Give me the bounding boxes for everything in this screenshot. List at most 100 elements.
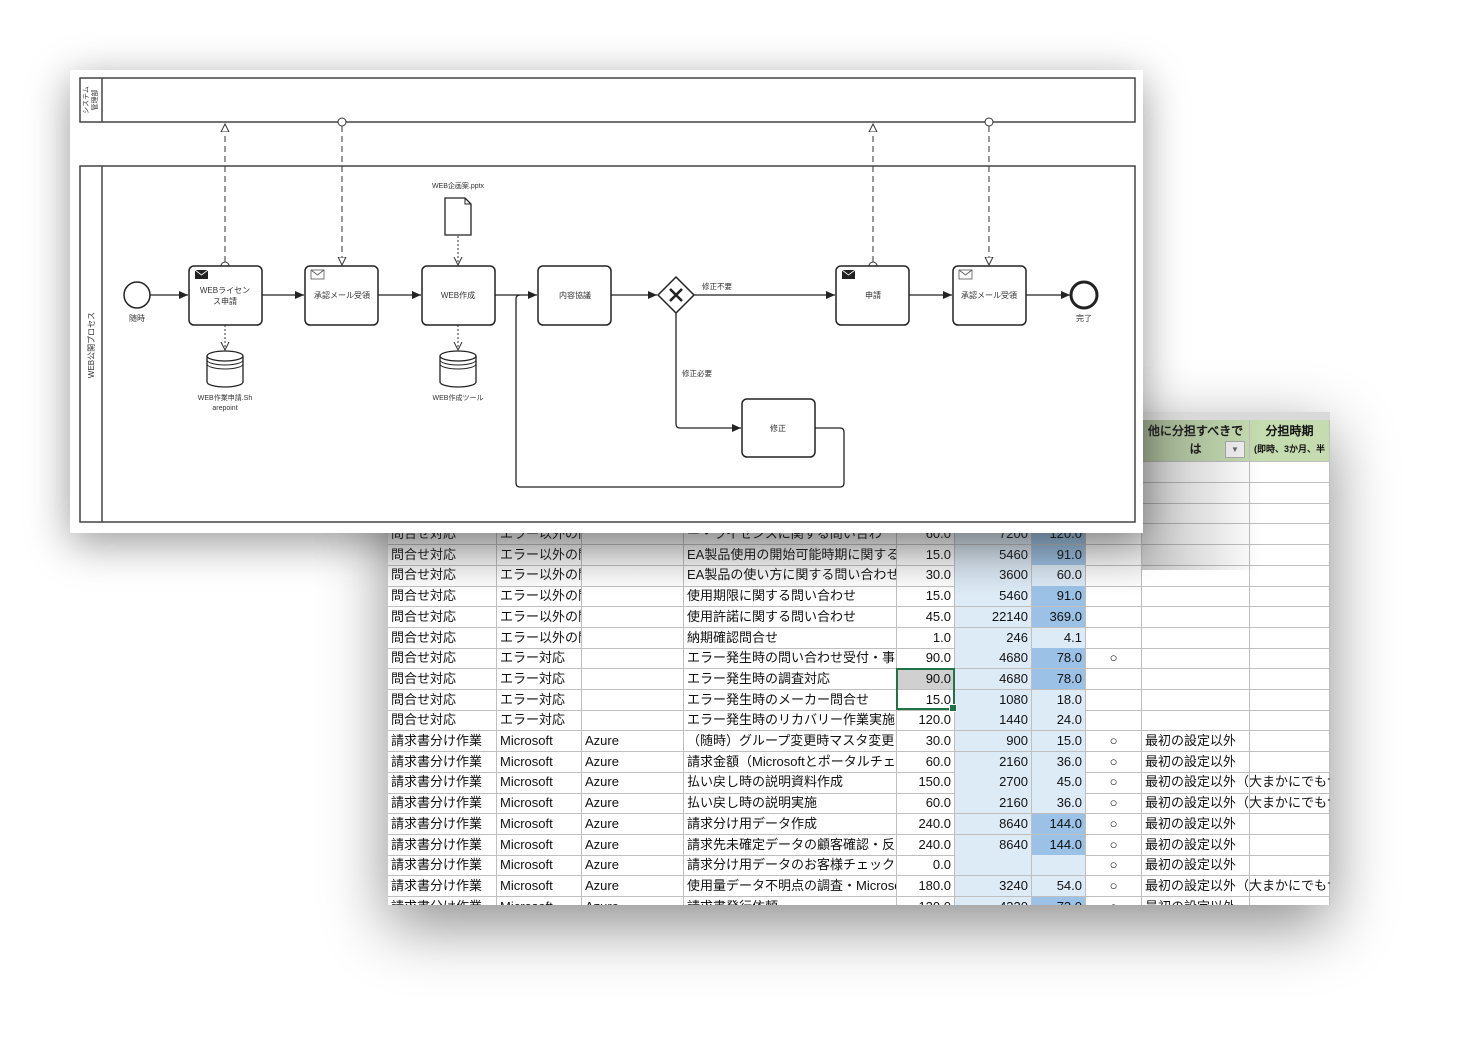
header-other-assignee[interactable]: 他に分担すべきでは ▼ <box>1142 420 1250 462</box>
cell-d[interactable]: 使用許諾に関する問い合わせ <box>684 606 897 628</box>
cell-a[interactable]: 請求書分け作業 <box>388 772 497 794</box>
cell-b[interactable]: Microsoft <box>497 834 582 856</box>
cell-d[interactable]: エラー発生時のリカバリー作業実施 <box>684 710 897 732</box>
cell-f[interactable]: 8640 <box>955 834 1032 856</box>
cell-c[interactable] <box>582 710 684 732</box>
cell-f[interactable]: 3600 <box>955 565 1032 587</box>
blank-cell[interactable] <box>1250 503 1330 524</box>
task-web-license-request[interactable]: WEBライセン ス申請 <box>188 265 263 326</box>
cell-b[interactable]: Microsoft <box>497 813 582 835</box>
cell-g[interactable]: 91.0 <box>1032 544 1086 566</box>
cell-f[interactable] <box>955 855 1032 877</box>
cell-d[interactable]: 使用期限に関する問い合わせ <box>684 586 897 608</box>
cell-e[interactable]: 240.0 <box>897 834 955 856</box>
cell-j[interactable] <box>1250 813 1330 835</box>
cell-g[interactable]: 24.0 <box>1032 710 1086 732</box>
cell-i[interactable] <box>1142 524 1250 546</box>
cell-g[interactable]: 36.0 <box>1032 751 1086 773</box>
blank-cell[interactable] <box>1142 503 1250 524</box>
cell-g[interactable]: 36.0 <box>1032 793 1086 815</box>
end-event[interactable] <box>1069 280 1099 310</box>
cell-b[interactable]: エラー以外の問合せ <box>497 565 582 587</box>
cell-a[interactable]: 問合せ対応 <box>388 668 497 691</box>
cell-h[interactable]: ○ <box>1086 875 1142 898</box>
cell-e[interactable]: 30.0 <box>897 731 955 753</box>
cell-b[interactable]: エラー対応 <box>497 648 582 670</box>
cell-g[interactable]: 54.0 <box>1032 875 1086 898</box>
cell-h[interactable] <box>1086 544 1142 566</box>
cell-i[interactable]: 最初の設定以外 <box>1142 855 1250 877</box>
cell-d[interactable]: 納期確認問合せ <box>684 627 897 649</box>
cell-g[interactable]: 369.0 <box>1032 606 1086 628</box>
cell-b[interactable]: Microsoft <box>497 731 582 753</box>
cell-e[interactable]: 180.0 <box>897 875 955 898</box>
data-store-web-tool[interactable] <box>439 350 477 388</box>
cell-j[interactable] <box>1250 648 1330 670</box>
cell-c[interactable] <box>582 565 684 587</box>
cell-a[interactable]: 問合せ対応 <box>388 710 497 732</box>
cell-h[interactable] <box>1086 524 1142 546</box>
cell-i[interactable]: 最初の設定以外（大まかにでもサ <box>1142 793 1330 815</box>
cell-i[interactable]: 最初の設定以外 <box>1142 896 1250 905</box>
cell-a[interactable]: 問合せ対応 <box>388 627 497 649</box>
cell-h[interactable]: ○ <box>1086 855 1142 877</box>
header-assign-timing[interactable]: 分担時期 (即時、3か月、半 <box>1250 420 1330 462</box>
cell-c[interactable]: Azure <box>582 834 684 856</box>
cell-b[interactable]: Microsoft <box>497 875 582 898</box>
cell-b[interactable]: エラー以外の問合せ <box>497 627 582 649</box>
task-approval-mail-receive[interactable]: 承認メール受領 <box>304 265 379 326</box>
task-web-create[interactable]: WEB作成 <box>421 265 496 326</box>
cell-d[interactable]: エラー発生時の問い合わせ受付・事象 <box>684 648 897 670</box>
cell-e[interactable]: 90.0 <box>897 648 955 670</box>
cell-c[interactable]: Azure <box>582 731 684 753</box>
cell-b[interactable]: エラー対応 <box>497 689 582 711</box>
cell-e[interactable]: 90.0 <box>897 668 955 691</box>
cell-j[interactable] <box>1250 627 1330 649</box>
exclusive-gateway[interactable] <box>656 275 696 315</box>
cell-d[interactable]: （随時）グループ変更時マスタ変更 <box>684 731 897 753</box>
cell-i[interactable]: 最初の設定以外 <box>1142 813 1250 835</box>
cell-a[interactable]: 請求書分け作業 <box>388 731 497 753</box>
cell-f[interactable]: 1080 <box>955 689 1032 711</box>
cell-b[interactable]: エラー対応 <box>497 668 582 691</box>
cell-i[interactable] <box>1142 668 1250 691</box>
cell-b[interactable]: エラー以外の問合せ <box>497 606 582 628</box>
cell-h[interactable] <box>1086 710 1142 732</box>
cell-h[interactable]: ○ <box>1086 648 1142 670</box>
cell-i[interactable] <box>1142 627 1250 649</box>
cell-j[interactable] <box>1250 689 1330 711</box>
cell-e[interactable]: 60.0 <box>897 793 955 815</box>
cell-c[interactable] <box>582 689 684 711</box>
cell-f[interactable]: 2160 <box>955 793 1032 815</box>
cell-h[interactable]: ○ <box>1086 793 1142 815</box>
cell-a[interactable]: 請求書分け作業 <box>388 875 497 898</box>
blank-cell[interactable] <box>1250 462 1330 483</box>
cell-b[interactable]: エラー以外の問合せ <box>497 544 582 566</box>
task-fix[interactable]: 修正 <box>741 398 816 458</box>
cell-i[interactable] <box>1142 565 1250 587</box>
start-event[interactable] <box>123 281 151 309</box>
cell-j[interactable] <box>1250 565 1330 587</box>
cell-h[interactable] <box>1086 627 1142 649</box>
cell-h[interactable]: ○ <box>1086 751 1142 773</box>
cell-j[interactable] <box>1250 524 1330 546</box>
cell-b[interactable]: Microsoft <box>497 896 582 905</box>
blank-cell[interactable] <box>1250 483 1330 504</box>
cell-a[interactable]: 問合せ対応 <box>388 689 497 711</box>
cell-g[interactable]: 72.0 <box>1032 896 1086 905</box>
cell-c[interactable]: Azure <box>582 751 684 773</box>
cell-g[interactable]: 144.0 <box>1032 834 1086 856</box>
cell-i[interactable]: 最初の設定以外 <box>1142 731 1250 753</box>
pool-system-admin[interactable]: システム 管理部 <box>79 77 1136 123</box>
cell-i[interactable] <box>1142 606 1250 628</box>
cell-i[interactable]: 最初の設定以外（大まかにでもサ <box>1142 875 1330 898</box>
cell-f[interactable]: 4680 <box>955 668 1032 691</box>
cell-f[interactable]: 5460 <box>955 544 1032 566</box>
cell-b[interactable]: Microsoft <box>497 751 582 773</box>
cell-c[interactable]: Azure <box>582 813 684 835</box>
filter-dropdown-button[interactable]: ▼ <box>1225 441 1245 458</box>
task-apply[interactable]: 申請 <box>835 265 910 326</box>
cell-f[interactable]: 5460 <box>955 586 1032 608</box>
cell-d[interactable]: 請求金額（Microsoftとポータルチェッ <box>684 751 897 773</box>
cell-b[interactable]: Microsoft <box>497 793 582 815</box>
